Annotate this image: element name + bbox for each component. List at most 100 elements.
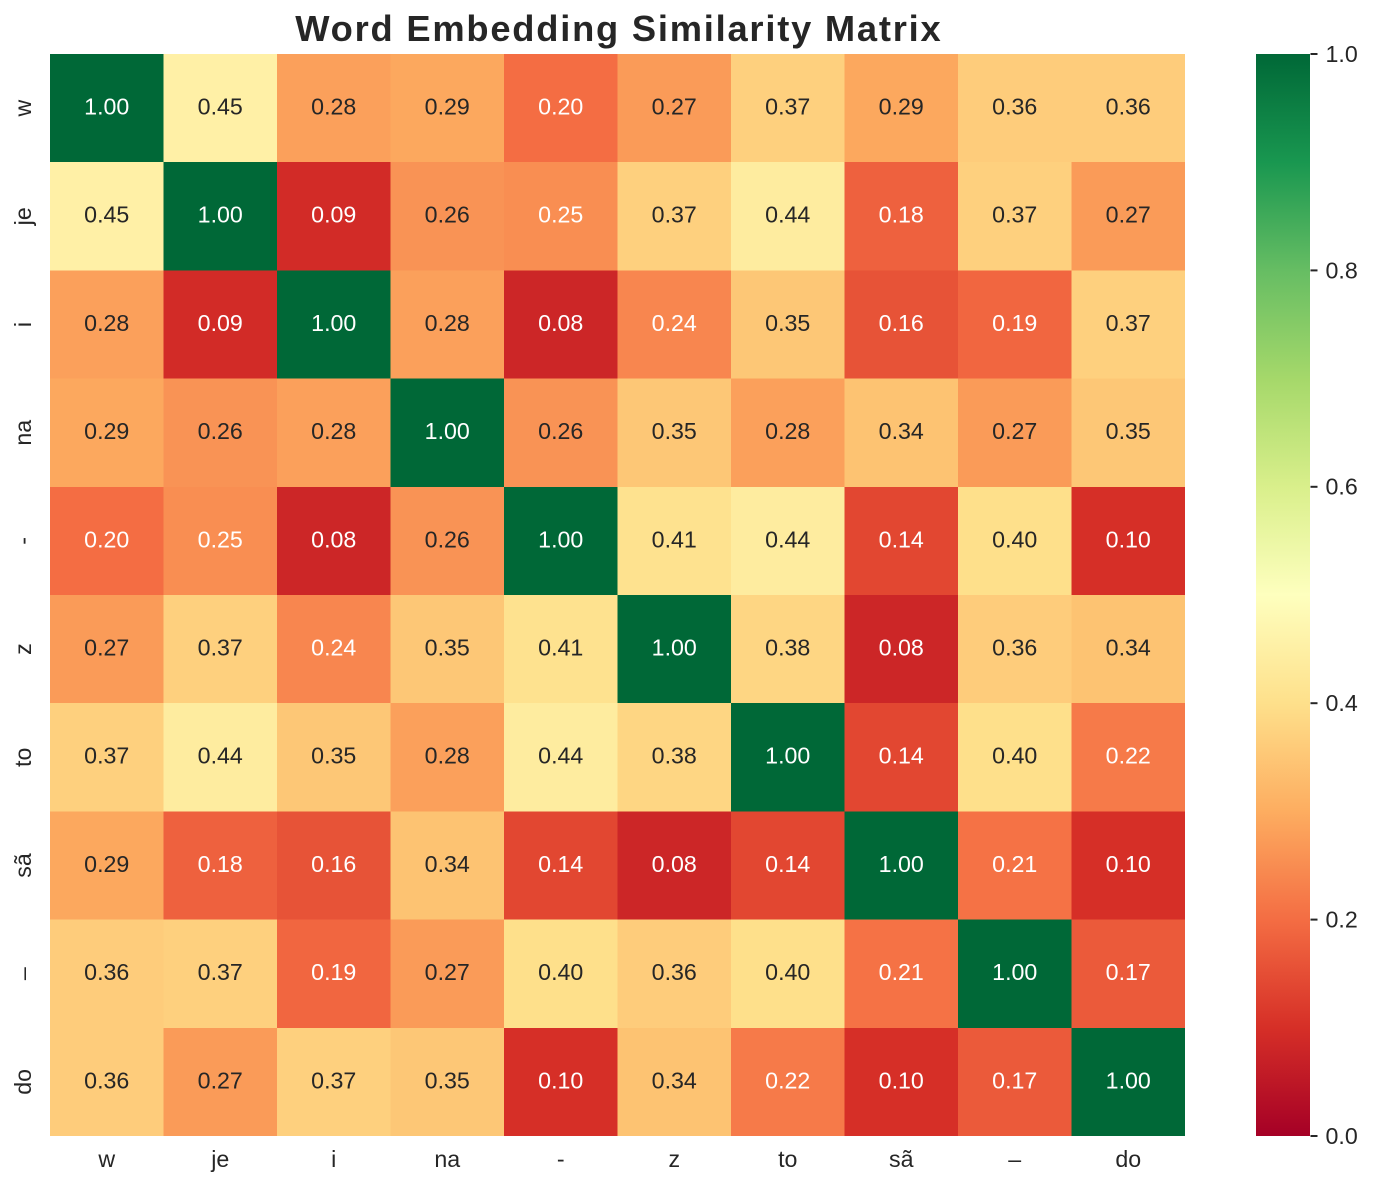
svg-text:0.26: 0.26 bbox=[425, 526, 470, 552]
svg-text:z: z bbox=[668, 1146, 680, 1172]
svg-text:0.26: 0.26 bbox=[425, 202, 470, 228]
svg-text:0.08: 0.08 bbox=[652, 851, 697, 877]
svg-text:0.40: 0.40 bbox=[765, 959, 810, 985]
svg-text:0.24: 0.24 bbox=[652, 310, 697, 336]
svg-text:–: – bbox=[1008, 1146, 1021, 1172]
svg-text:0.37: 0.37 bbox=[652, 202, 697, 228]
svg-text:0.37: 0.37 bbox=[765, 94, 810, 120]
svg-text:0.40: 0.40 bbox=[992, 526, 1037, 552]
svg-text:0.27: 0.27 bbox=[992, 418, 1037, 444]
svg-text:0.36: 0.36 bbox=[992, 635, 1037, 661]
svg-text:0.27: 0.27 bbox=[198, 1067, 243, 1093]
svg-text:0.34: 0.34 bbox=[652, 1067, 697, 1093]
svg-text:0.29: 0.29 bbox=[879, 94, 924, 120]
svg-text:1.00: 1.00 bbox=[992, 959, 1037, 985]
svg-text:0.27: 0.27 bbox=[425, 959, 470, 985]
svg-text:i: i bbox=[10, 322, 36, 327]
svg-text:1.00: 1.00 bbox=[311, 310, 356, 336]
svg-text:w: w bbox=[10, 99, 36, 117]
svg-text:0.29: 0.29 bbox=[425, 94, 470, 120]
svg-text:0.6: 0.6 bbox=[1326, 474, 1358, 500]
svg-text:0.22: 0.22 bbox=[1106, 743, 1151, 769]
svg-text:na: na bbox=[10, 420, 36, 446]
svg-text:0.18: 0.18 bbox=[879, 202, 924, 228]
svg-text:0.35: 0.35 bbox=[311, 743, 356, 769]
svg-text:0.44: 0.44 bbox=[765, 202, 810, 228]
svg-text:0.09: 0.09 bbox=[311, 202, 356, 228]
svg-text:0.40: 0.40 bbox=[538, 959, 583, 985]
svg-text:0.28: 0.28 bbox=[425, 743, 470, 769]
svg-text:0.25: 0.25 bbox=[198, 526, 243, 552]
svg-text:0.36: 0.36 bbox=[992, 94, 1037, 120]
svg-text:0.40: 0.40 bbox=[992, 743, 1037, 769]
svg-text:0.36: 0.36 bbox=[84, 959, 129, 985]
svg-text:0.21: 0.21 bbox=[879, 959, 924, 985]
svg-text:0.22: 0.22 bbox=[765, 1067, 810, 1093]
svg-text:0.24: 0.24 bbox=[311, 635, 356, 661]
svg-text:do: do bbox=[10, 1069, 36, 1095]
svg-text:0.41: 0.41 bbox=[538, 635, 583, 661]
svg-text:0.36: 0.36 bbox=[84, 1067, 129, 1093]
svg-text:0.14: 0.14 bbox=[879, 743, 924, 769]
svg-text:0.44: 0.44 bbox=[765, 526, 810, 552]
svg-text:1.00: 1.00 bbox=[425, 418, 470, 444]
svg-text:0.08: 0.08 bbox=[879, 635, 924, 661]
svg-text:-: - bbox=[10, 537, 36, 545]
svg-text:0.0: 0.0 bbox=[1326, 1123, 1358, 1149]
svg-text:0.45: 0.45 bbox=[84, 202, 129, 228]
svg-text:0.36: 0.36 bbox=[1106, 94, 1151, 120]
svg-text:1.00: 1.00 bbox=[765, 743, 810, 769]
svg-text:0.16: 0.16 bbox=[879, 310, 924, 336]
svg-text:1.00: 1.00 bbox=[198, 202, 243, 228]
svg-text:je: je bbox=[210, 1146, 229, 1172]
svg-text:0.34: 0.34 bbox=[879, 418, 924, 444]
svg-text:0.29: 0.29 bbox=[84, 851, 129, 877]
svg-text:0.14: 0.14 bbox=[879, 526, 924, 552]
svg-text:0.09: 0.09 bbox=[198, 310, 243, 336]
svg-text:0.28: 0.28 bbox=[765, 418, 810, 444]
svg-text:0.28: 0.28 bbox=[425, 310, 470, 336]
svg-text:0.37: 0.37 bbox=[311, 1067, 356, 1093]
svg-text:0.10: 0.10 bbox=[1106, 526, 1151, 552]
svg-text:0.28: 0.28 bbox=[311, 94, 356, 120]
svg-text:0.27: 0.27 bbox=[652, 94, 697, 120]
svg-text:0.44: 0.44 bbox=[538, 743, 583, 769]
svg-text:-: - bbox=[557, 1146, 565, 1172]
svg-text:do: do bbox=[1115, 1146, 1141, 1172]
svg-text:0.37: 0.37 bbox=[198, 635, 243, 661]
svg-text:1.00: 1.00 bbox=[538, 526, 583, 552]
svg-text:to: to bbox=[778, 1146, 797, 1172]
svg-text:0.26: 0.26 bbox=[198, 418, 243, 444]
svg-text:0.19: 0.19 bbox=[311, 959, 356, 985]
svg-text:je: je bbox=[10, 207, 36, 226]
svg-text:0.41: 0.41 bbox=[652, 526, 697, 552]
svg-text:0.4: 0.4 bbox=[1326, 690, 1358, 716]
svg-text:0.44: 0.44 bbox=[198, 743, 243, 769]
svg-text:0.38: 0.38 bbox=[765, 635, 810, 661]
svg-text:na: na bbox=[434, 1146, 460, 1172]
svg-text:0.34: 0.34 bbox=[425, 851, 470, 877]
svg-text:0.37: 0.37 bbox=[198, 959, 243, 985]
svg-text:0.37: 0.37 bbox=[992, 202, 1037, 228]
svg-text:0.36: 0.36 bbox=[652, 959, 697, 985]
svg-text:0.27: 0.27 bbox=[84, 635, 129, 661]
svg-text:0.14: 0.14 bbox=[538, 851, 583, 877]
svg-text:0.35: 0.35 bbox=[765, 310, 810, 336]
svg-text:0.19: 0.19 bbox=[992, 310, 1037, 336]
svg-text:0.35: 0.35 bbox=[652, 418, 697, 444]
svg-text:0.8: 0.8 bbox=[1326, 257, 1358, 283]
svg-text:0.27: 0.27 bbox=[1106, 202, 1151, 228]
svg-text:0.28: 0.28 bbox=[311, 418, 356, 444]
svg-text:w: w bbox=[97, 1146, 115, 1172]
svg-text:to: to bbox=[10, 748, 36, 767]
svg-text:0.21: 0.21 bbox=[992, 851, 1037, 877]
svg-text:0.26: 0.26 bbox=[538, 418, 583, 444]
svg-text:1.00: 1.00 bbox=[84, 94, 129, 120]
svg-text:0.35: 0.35 bbox=[425, 1067, 470, 1093]
svg-text:1.00: 1.00 bbox=[879, 851, 924, 877]
svg-text:i: i bbox=[331, 1146, 336, 1172]
svg-text:0.10: 0.10 bbox=[1106, 851, 1151, 877]
svg-text:0.08: 0.08 bbox=[311, 526, 356, 552]
svg-text:0.20: 0.20 bbox=[538, 94, 583, 120]
svg-text:0.28: 0.28 bbox=[84, 310, 129, 336]
